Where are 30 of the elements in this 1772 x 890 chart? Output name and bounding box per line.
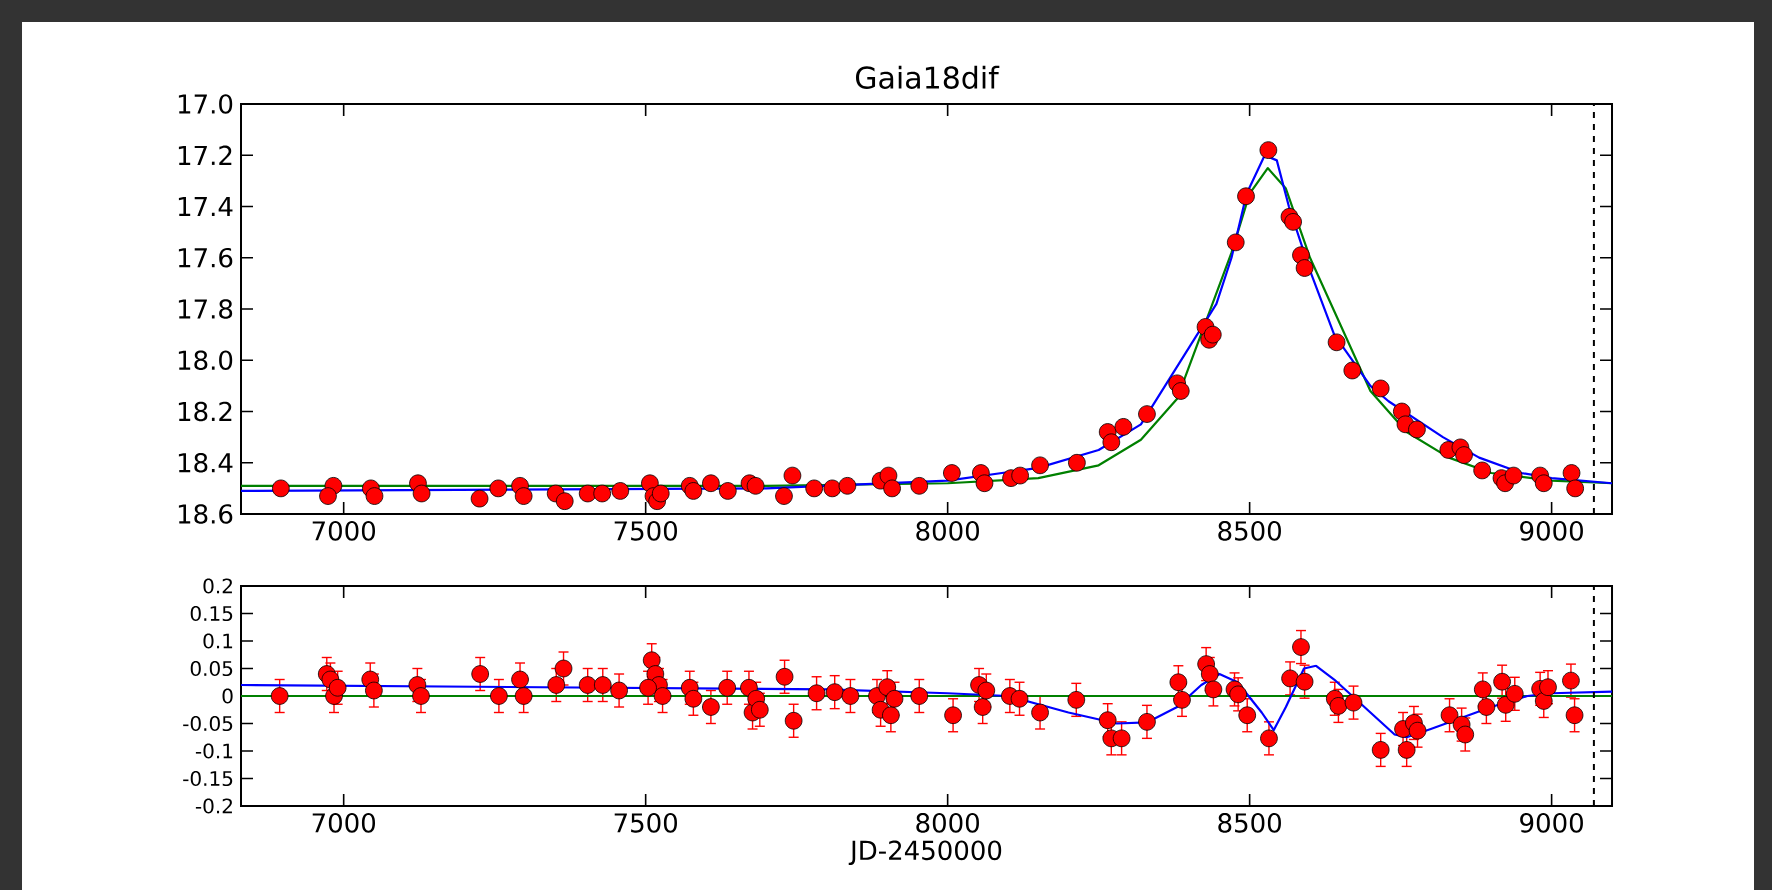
x-tick-label: 8000 (916, 813, 979, 833)
y-tick-label: 0.2 (203, 578, 232, 594)
y-tick-label: 0.05 (190, 660, 233, 677)
x-tick-label: 8500 (1218, 813, 1281, 833)
x-tick-label: 8500 (1218, 521, 1281, 541)
y-tick-label: -0.1 (195, 743, 233, 759)
y-tick-label: 17.6 (178, 247, 233, 268)
chart-title: Gaia18dif (855, 65, 1000, 89)
y-tick-label: 18.0 (178, 350, 233, 371)
y-tick-label: 18.4 (178, 452, 233, 473)
y-tick-label: 0.15 (190, 605, 233, 622)
x-tick-label: 9000 (1520, 813, 1583, 833)
y-tick-label: 0 (222, 688, 233, 704)
x-tick-label: 8000 (916, 521, 979, 541)
y-tick-label: -0.15 (183, 770, 233, 787)
y-tick-label: 17.4 (178, 197, 233, 216)
y-tick-label: 18.6 (178, 504, 233, 524)
x-tick-label: 9000 (1520, 521, 1583, 541)
x-tick-label: 7000 (312, 521, 376, 541)
y-tick-label: 17.0 (178, 94, 233, 114)
x-tick-label: 7000 (312, 813, 376, 833)
y-tick-label: -0.2 (195, 798, 232, 814)
x-tick-label: 7500 (614, 813, 677, 833)
y-tick-label: 17.8 (178, 299, 233, 319)
x-axis-title: JD-2450000 (848, 840, 1002, 865)
y-tick-label: 18.2 (178, 401, 232, 422)
y-tick-label: 0.1 (203, 633, 233, 649)
y-tick-label: 17.2 (178, 145, 232, 165)
y-tick-label: -0.05 (183, 715, 233, 732)
x-tick-label: 7500 (614, 521, 677, 541)
